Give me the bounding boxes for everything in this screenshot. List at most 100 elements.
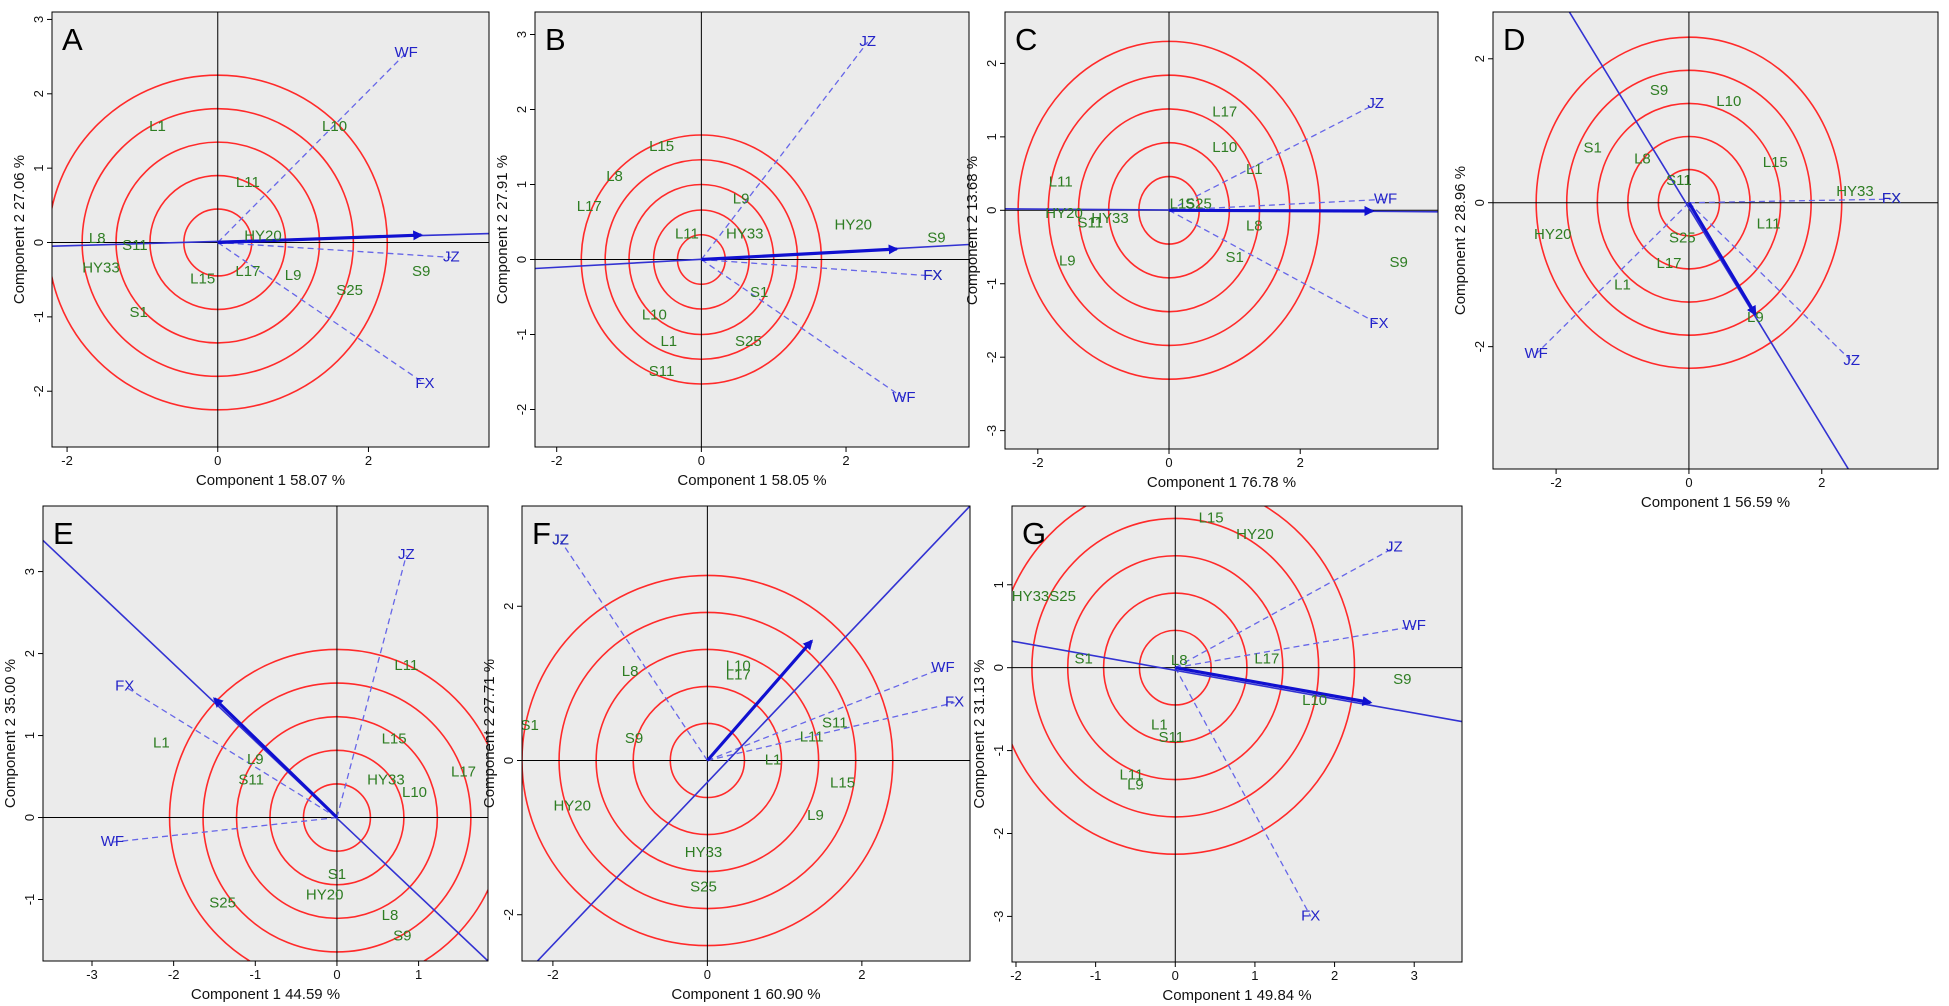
x-tick-label: -2 — [547, 967, 559, 982]
genotype-label: L8 — [622, 663, 639, 680]
average-environment-arrow — [1169, 206, 1375, 217]
y-tick-label: -2 — [514, 404, 529, 416]
environment-vector-JZ — [1168, 103, 1376, 211]
genotype-label: S25 — [209, 895, 236, 912]
environment-vector-WF — [700, 258, 905, 399]
panel-letter: D — [1503, 22, 1525, 57]
x-tick-label: 0 — [704, 967, 711, 982]
plot-frame — [42, 505, 489, 962]
x-axis-title: Component 1 58.07 % — [196, 472, 345, 489]
genotype-label: L15 — [1763, 154, 1788, 171]
genotype-label: L11 — [1049, 173, 1073, 190]
genotype-label: S11 — [122, 237, 148, 254]
genotype-label: S11 — [822, 714, 848, 731]
environment-vector-FX — [1688, 198, 1892, 204]
y-tick-label: 1 — [514, 181, 529, 188]
y-axis-title: Component 2 27.71 % — [481, 659, 498, 808]
environment-vector-FX — [701, 258, 933, 277]
y-axis-title: Component 2 27.91 % — [494, 155, 511, 304]
genotype-label: HY20 — [1534, 226, 1572, 243]
panel-letter: G — [1022, 516, 1046, 551]
genotype-label: L10 — [642, 307, 667, 324]
genotype-label: L10 — [1716, 93, 1741, 110]
plot-background — [535, 12, 969, 447]
x-tick-label: 0 — [1172, 968, 1179, 983]
y-tick-label: 0 — [984, 207, 999, 214]
genotype-label: S11 — [1077, 214, 1103, 231]
environment-vector-JZ — [336, 555, 407, 818]
genotype-label: JZ — [552, 532, 569, 549]
environment-vector-WF — [217, 52, 407, 243]
plot-background — [1493, 12, 1938, 469]
y-axis-title: Component 2 28.96 % — [1452, 166, 1469, 315]
genotype-label: HY20 — [553, 798, 591, 815]
environment-vector-JZ — [560, 540, 708, 761]
y-tick-label: -2 — [984, 351, 999, 363]
environment-vector-FX — [1174, 667, 1312, 917]
genotype-label: L1 — [1151, 717, 1168, 734]
environment-label: JZ — [1386, 538, 1403, 555]
environment-label: WF — [931, 659, 954, 676]
genotype-label: L9 — [1059, 253, 1076, 270]
plot-frame — [1004, 11, 1439, 450]
x-tick-label: -2 — [1010, 968, 1022, 983]
genotype-label: S11 — [649, 363, 675, 380]
genotype-label: S1 — [750, 284, 768, 301]
panel-letter: F — [532, 516, 551, 551]
y-tick-label: 1 — [984, 133, 999, 140]
y-tick-label: 3 — [514, 31, 529, 38]
y-axis-title: Component 2 35.00 % — [2, 659, 19, 808]
x-tick-label: 0 — [1165, 455, 1172, 470]
genotype-label: HY20 — [835, 217, 873, 234]
x-tick-label: 0 — [698, 453, 705, 468]
genotype-label: S9 — [1393, 671, 1411, 688]
y-tick-label: 2 — [514, 106, 529, 113]
environment-label: WF — [101, 833, 124, 850]
average-environment-arrow — [1687, 201, 1757, 316]
y-tick-label: -2 — [31, 385, 46, 397]
genotype-label: L1 — [660, 333, 677, 350]
genotype-label: L15 — [190, 271, 215, 288]
genotype-label: L11 — [800, 728, 824, 745]
y-tick-label: 2 — [501, 603, 516, 610]
genotype-label: HY20 — [1236, 526, 1274, 543]
genotype-label: S1 — [521, 717, 539, 734]
x-axis-title: Component 1 76.78 % — [1147, 474, 1296, 491]
plot-background — [52, 12, 489, 447]
environment-label: JZ — [398, 546, 415, 563]
genotype-label: HY33 — [1091, 210, 1129, 227]
genotype-label: L17 — [1656, 255, 1681, 272]
environment-label: WF — [892, 389, 915, 406]
genotype-label: L15 — [382, 731, 407, 748]
genotype-label: S1 — [129, 304, 147, 321]
y-axis-title: Component 2 27.06 % — [11, 155, 28, 304]
genotype-label: L10 — [1212, 139, 1237, 156]
environment-label: FX — [1369, 315, 1388, 332]
average-environment-arrow — [213, 697, 339, 819]
genotype-label: L1 — [1246, 161, 1263, 178]
genotype-label: HY20 — [244, 228, 282, 245]
genotype-label: L10 — [322, 118, 347, 135]
genotype-label: FX — [1882, 190, 1901, 207]
genotype-label: L9 — [807, 807, 824, 824]
y-tick-label: 0 — [501, 757, 516, 764]
plot-background — [43, 506, 488, 961]
x-axis-title: Component 1 60.90 % — [671, 986, 820, 1003]
environment-label: FX — [1882, 190, 1901, 207]
genotype-label: S25 — [336, 282, 363, 299]
x-tick-label: 2 — [1331, 968, 1338, 983]
plot-frame — [1011, 505, 1463, 963]
genotype-label: S25 — [1185, 195, 1212, 212]
y-tick-label: -1 — [31, 311, 46, 323]
genotype-label: L8 — [1246, 217, 1263, 234]
genotype-label: L11 — [675, 226, 699, 243]
plot-frame — [51, 11, 490, 448]
genotype-label: L11 — [1120, 766, 1144, 783]
